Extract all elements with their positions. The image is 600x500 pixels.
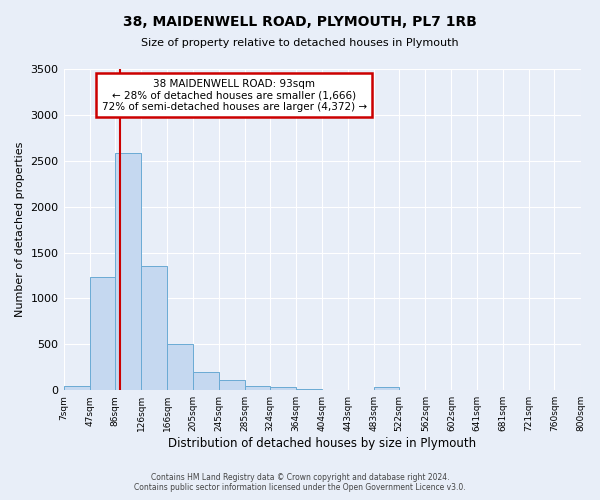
Bar <box>245 386 270 390</box>
Bar <box>64 386 89 390</box>
Bar <box>141 266 167 390</box>
Bar <box>167 344 193 390</box>
Y-axis label: Number of detached properties: Number of detached properties <box>15 142 25 318</box>
Bar <box>374 388 399 390</box>
Bar <box>270 388 296 390</box>
Bar <box>115 152 141 390</box>
Bar <box>193 372 218 390</box>
Text: 38, MAIDENWELL ROAD, PLYMOUTH, PL7 1RB: 38, MAIDENWELL ROAD, PLYMOUTH, PL7 1RB <box>123 15 477 29</box>
Text: Contains HM Land Registry data © Crown copyright and database right 2024.
Contai: Contains HM Land Registry data © Crown c… <box>134 473 466 492</box>
Text: Size of property relative to detached houses in Plymouth: Size of property relative to detached ho… <box>141 38 459 48</box>
Bar <box>218 380 245 390</box>
Text: 38 MAIDENWELL ROAD: 93sqm
← 28% of detached houses are smaller (1,666)
72% of se: 38 MAIDENWELL ROAD: 93sqm ← 28% of detac… <box>101 78 367 112</box>
X-axis label: Distribution of detached houses by size in Plymouth: Distribution of detached houses by size … <box>168 437 476 450</box>
Bar <box>89 278 115 390</box>
